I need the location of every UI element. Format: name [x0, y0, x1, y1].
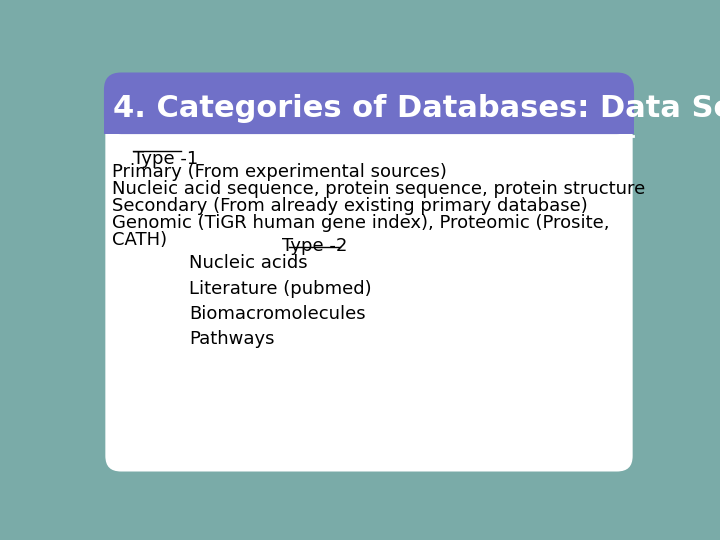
- Bar: [104, 103, 634, 134]
- FancyBboxPatch shape: [104, 72, 634, 134]
- Text: Nucleic acids: Nucleic acids: [189, 254, 308, 272]
- Text: Type -1: Type -1: [132, 150, 198, 167]
- Text: Literature (pubmed): Literature (pubmed): [189, 280, 372, 298]
- Text: Secondary (From already existing primary database): Secondary (From already existing primary…: [112, 197, 588, 215]
- Text: Biomacromolecules: Biomacromolecules: [189, 305, 366, 323]
- Text: CATH): CATH): [112, 231, 167, 249]
- Text: Nucleic acid sequence, protein sequence, protein structure: Nucleic acid sequence, protein sequence,…: [112, 180, 645, 198]
- Text: Pathways: Pathways: [189, 330, 275, 348]
- FancyBboxPatch shape: [104, 103, 634, 473]
- Text: 4. Categories of Databases: Data Source: 4. Categories of Databases: Data Source: [113, 94, 720, 123]
- Text: Genomic (TiGR human gene index), Proteomic (Prosite,: Genomic (TiGR human gene index), Proteom…: [112, 214, 609, 232]
- Text: Type -2: Type -2: [282, 237, 348, 255]
- Text: Primary (From experimental sources): Primary (From experimental sources): [112, 164, 446, 181]
